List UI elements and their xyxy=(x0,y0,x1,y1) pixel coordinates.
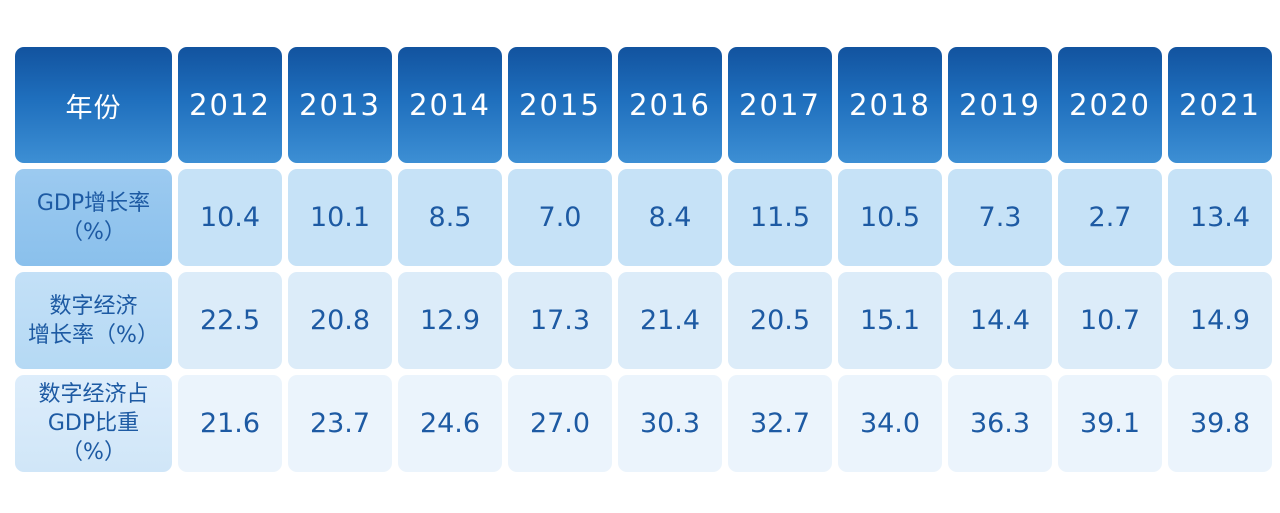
header-year-2018: 2018 xyxy=(838,47,942,163)
cell-row1-2012: 22.5 xyxy=(178,272,282,369)
cell-row0-2021: 13.4 xyxy=(1168,169,1272,266)
cell-row2-2015: 27.0 xyxy=(508,375,612,472)
cell-row0-2019: 7.3 xyxy=(948,169,1052,266)
cell-row2-2017: 32.7 xyxy=(728,375,832,472)
row-label-0: GDP增长率 （%） xyxy=(15,169,172,266)
header-year-2014: 2014 xyxy=(398,47,502,163)
cell-row0-2017: 11.5 xyxy=(728,169,832,266)
cell-row0-2014: 8.5 xyxy=(398,169,502,266)
cell-row2-2016: 30.3 xyxy=(618,375,722,472)
cell-row0-2020: 2.7 xyxy=(1058,169,1162,266)
cell-row2-2020: 39.1 xyxy=(1058,375,1162,472)
header-year-2020: 2020 xyxy=(1058,47,1162,163)
row-label-2: 数字经济占 GDP比重（%） xyxy=(15,375,172,472)
cell-row2-2012: 21.6 xyxy=(178,375,282,472)
cell-row2-2013: 23.7 xyxy=(288,375,392,472)
header-year-2016: 2016 xyxy=(618,47,722,163)
row-label-1: 数字经济 增长率（%） xyxy=(15,272,172,369)
header-year-2012: 2012 xyxy=(178,47,282,163)
cell-row1-2013: 20.8 xyxy=(288,272,392,369)
header-year-2019: 2019 xyxy=(948,47,1052,163)
cell-row0-2016: 8.4 xyxy=(618,169,722,266)
cell-row0-2018: 10.5 xyxy=(838,169,942,266)
cell-row2-2021: 39.8 xyxy=(1168,375,1272,472)
data-table: 年份 2012 2013 2014 2015 2016 2017 2018 2019 2020 20… xyxy=(15,47,1272,472)
cell-row1-2016: 21.4 xyxy=(618,272,722,369)
header-year-2021: 2021 xyxy=(1168,47,1272,163)
header-year-label: 年份 xyxy=(15,47,172,163)
cell-row1-2020: 10.7 xyxy=(1058,272,1162,369)
cell-row1-2014: 12.9 xyxy=(398,272,502,369)
cell-row2-2018: 34.0 xyxy=(838,375,942,472)
cell-row1-2021: 14.9 xyxy=(1168,272,1272,369)
header-year-2013: 2013 xyxy=(288,47,392,163)
cell-row1-2019: 14.4 xyxy=(948,272,1052,369)
cell-row2-2014: 24.6 xyxy=(398,375,502,472)
header-year-2017: 2017 xyxy=(728,47,832,163)
cell-row1-2017: 20.5 xyxy=(728,272,832,369)
cell-row2-2019: 36.3 xyxy=(948,375,1052,472)
header-year-2015: 2015 xyxy=(508,47,612,163)
cell-row1-2018: 15.1 xyxy=(838,272,942,369)
cell-row0-2013: 10.1 xyxy=(288,169,392,266)
cell-row1-2015: 17.3 xyxy=(508,272,612,369)
cell-row0-2012: 10.4 xyxy=(178,169,282,266)
cell-row0-2015: 7.0 xyxy=(508,169,612,266)
